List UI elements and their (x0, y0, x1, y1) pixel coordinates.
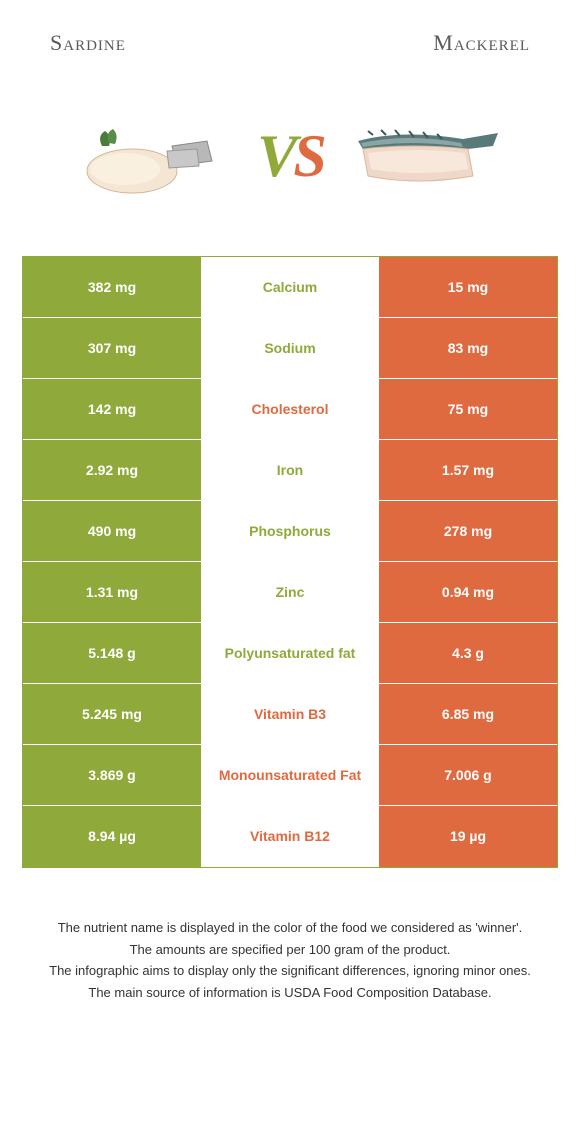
right-value: 7.006 g (379, 745, 557, 805)
table-row: 5.245 mgVitamin B36.85 mg (23, 684, 557, 745)
right-value: 278 mg (379, 501, 557, 561)
nutrient-label: Zinc (201, 562, 379, 622)
header: Sardine Mackerel (0, 0, 580, 66)
table-row: 490 mgPhosphorus278 mg (23, 501, 557, 562)
nutrient-label: Calcium (201, 257, 379, 317)
right-value: 15 mg (379, 257, 557, 317)
table-row: 2.92 mgIron1.57 mg (23, 440, 557, 501)
vs-label: VS (257, 122, 322, 191)
footer-line-1: The nutrient name is displayed in the co… (28, 918, 552, 938)
mackerel-image (353, 106, 503, 206)
right-value: 83 mg (379, 318, 557, 378)
footer-notes: The nutrient name is displayed in the co… (0, 868, 580, 1002)
vs-s: S (293, 123, 322, 189)
right-value: 4.3 g (379, 623, 557, 683)
right-value: 19 µg (379, 806, 557, 867)
left-value: 3.869 g (23, 745, 201, 805)
vs-v: V (257, 123, 293, 189)
nutrient-label: Cholesterol (201, 379, 379, 439)
left-value: 1.31 mg (23, 562, 201, 622)
table-row: 382 mgCalcium15 mg (23, 257, 557, 318)
left-value: 142 mg (23, 379, 201, 439)
left-food-title: Sardine (50, 30, 126, 56)
table-row: 1.31 mgZinc0.94 mg (23, 562, 557, 623)
right-value: 6.85 mg (379, 684, 557, 744)
right-food-title: Mackerel (433, 30, 530, 56)
left-value: 5.245 mg (23, 684, 201, 744)
left-value: 382 mg (23, 257, 201, 317)
table-row: 3.869 gMonounsaturated Fat7.006 g (23, 745, 557, 806)
right-value: 0.94 mg (379, 562, 557, 622)
nutrient-label: Sodium (201, 318, 379, 378)
footer-line-4: The main source of information is USDA F… (28, 983, 552, 1003)
right-value: 75 mg (379, 379, 557, 439)
left-value: 307 mg (23, 318, 201, 378)
footer-line-2: The amounts are specified per 100 gram o… (28, 940, 552, 960)
table-row: 142 mgCholesterol75 mg (23, 379, 557, 440)
table-row: 8.94 µgVitamin B1219 µg (23, 806, 557, 867)
table-row: 5.148 gPolyunsaturated fat4.3 g (23, 623, 557, 684)
table-row: 307 mgSodium83 mg (23, 318, 557, 379)
nutrient-label: Phosphorus (201, 501, 379, 561)
nutrient-label: Iron (201, 440, 379, 500)
sardine-image (77, 106, 227, 206)
nutrient-label: Monounsaturated Fat (201, 745, 379, 805)
nutrient-label: Polyunsaturated fat (201, 623, 379, 683)
footer-line-3: The infographic aims to display only the… (28, 961, 552, 981)
nutrient-table: 382 mgCalcium15 mg307 mgSodium83 mg142 m… (22, 256, 558, 868)
vs-row: VS (0, 66, 580, 256)
right-value: 1.57 mg (379, 440, 557, 500)
left-value: 490 mg (23, 501, 201, 561)
left-value: 5.148 g (23, 623, 201, 683)
left-value: 8.94 µg (23, 806, 201, 867)
nutrient-label: Vitamin B12 (201, 806, 379, 867)
nutrient-label: Vitamin B3 (201, 684, 379, 744)
left-value: 2.92 mg (23, 440, 201, 500)
